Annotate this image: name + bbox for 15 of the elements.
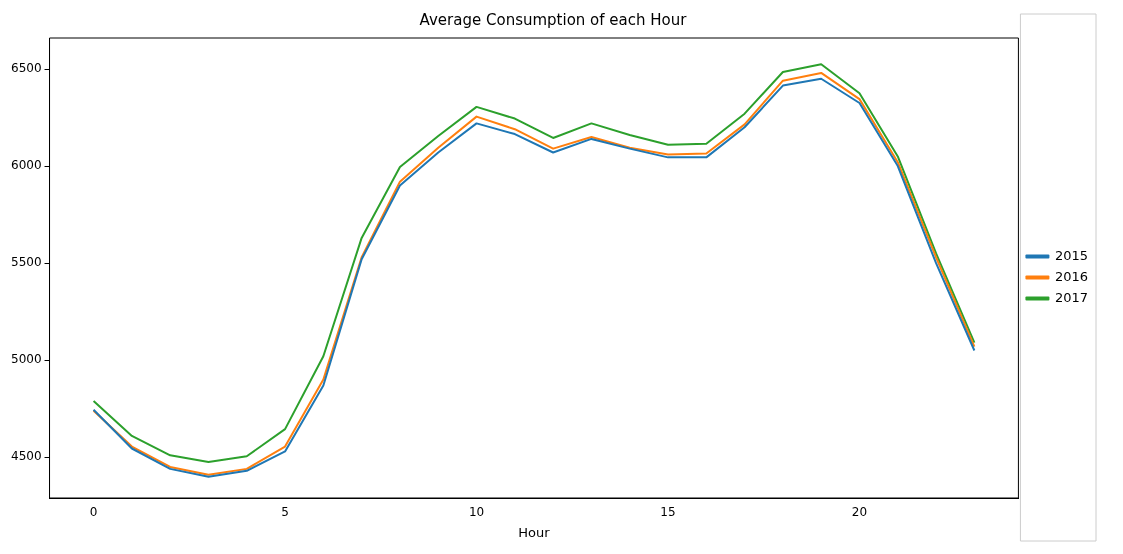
y-tick-label: 5000 <box>10 352 42 367</box>
x-axis-title: Hour <box>518 524 551 540</box>
y-tick-label: 5500 <box>10 255 42 270</box>
x-tick-label: 5 <box>281 505 289 520</box>
y-tick-label: 4500 <box>10 449 42 464</box>
y-tick-label: 6500 <box>10 61 42 76</box>
x-tick-label: 0 <box>89 505 98 520</box>
chart-title: Average Consumption of each Hour <box>419 10 688 29</box>
x-tick-label: 20 <box>851 505 868 520</box>
x-tick-label: 15 <box>660 505 676 520</box>
legend-label: 2015 <box>1054 247 1089 263</box>
legend-label: 2016 <box>1054 268 1089 284</box>
y-tick-label: 6000 <box>10 158 42 173</box>
x-tick-label: 10 <box>468 505 485 520</box>
legend-label: 2017 <box>1054 289 1089 305</box>
